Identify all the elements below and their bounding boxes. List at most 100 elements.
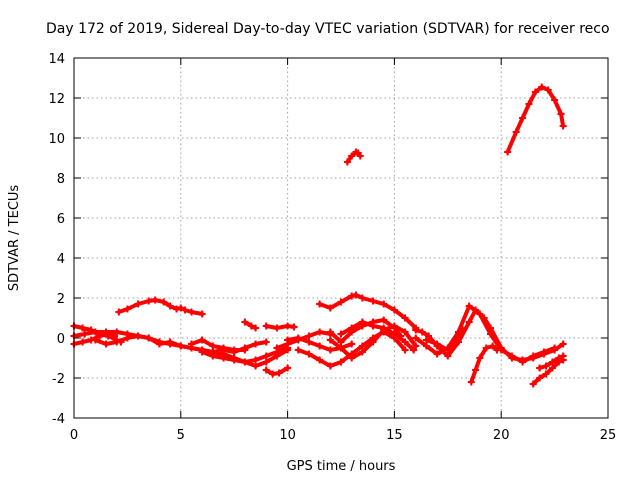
y-axis-label: SDTVAR / TECUs	[7, 185, 22, 292]
data-point	[531, 88, 539, 96]
data-point	[519, 358, 527, 366]
data-point	[160, 298, 168, 306]
data-point	[134, 332, 142, 340]
data-point	[262, 338, 270, 346]
data-point	[187, 308, 195, 316]
data-point	[380, 300, 388, 308]
data-point	[155, 340, 163, 348]
series-arc-8	[241, 318, 260, 332]
data-point	[220, 344, 228, 352]
data-point	[454, 334, 462, 342]
data-point	[262, 366, 270, 374]
data-point	[316, 356, 324, 364]
data-point	[79, 324, 87, 332]
y-tick-label: 14	[48, 52, 65, 67]
x-axis-label: GPS time / hours	[287, 459, 396, 474]
data-point	[465, 302, 473, 310]
data-point	[247, 322, 255, 330]
data-point	[425, 332, 433, 340]
data-point	[401, 314, 409, 322]
data-point	[337, 344, 345, 352]
data-point	[187, 340, 195, 348]
data-point	[369, 338, 377, 346]
data-point	[401, 328, 409, 336]
data-point	[326, 304, 334, 312]
data-point	[559, 340, 567, 348]
data-point	[326, 346, 334, 354]
y-tick-label: -4	[52, 412, 65, 427]
data-point	[284, 322, 292, 330]
data-point	[91, 328, 99, 336]
data-point	[551, 344, 559, 352]
data-point	[380, 324, 388, 332]
data-point	[79, 338, 87, 346]
data-point	[512, 128, 520, 136]
data-point	[316, 300, 324, 308]
series-arc-5	[115, 296, 206, 318]
data-point	[230, 356, 238, 364]
data-point	[81, 330, 89, 338]
data-point	[358, 348, 366, 356]
data-point	[559, 122, 567, 130]
data-point	[551, 96, 559, 104]
data-point	[358, 318, 366, 326]
x-tick-label: 10	[279, 428, 296, 443]
data-point	[316, 342, 324, 350]
series-arc-24	[529, 356, 567, 388]
data-point	[489, 342, 497, 350]
data-point	[198, 310, 206, 318]
data-point	[369, 297, 377, 305]
data-point	[504, 148, 512, 156]
data-point	[380, 316, 388, 324]
y-tick-label: 0	[57, 332, 65, 347]
data-point	[305, 350, 313, 358]
data-point	[262, 352, 270, 360]
data-point	[326, 362, 334, 370]
x-tick-label: 5	[177, 428, 185, 443]
data-point	[548, 358, 556, 366]
data-point	[145, 334, 153, 342]
data-point	[337, 298, 345, 306]
data-point	[555, 354, 563, 362]
data-point	[123, 334, 131, 342]
data-point	[209, 342, 217, 350]
data-point	[352, 291, 360, 299]
y-tick-label: 10	[48, 132, 65, 147]
data-point	[198, 336, 206, 344]
series-arc-18	[343, 148, 364, 166]
data-point	[151, 296, 159, 304]
data-point	[390, 306, 398, 314]
data-point	[262, 322, 270, 330]
data-point	[422, 342, 430, 350]
data-point	[269, 370, 277, 378]
x-tick-label: 0	[70, 428, 78, 443]
data-point	[113, 338, 121, 346]
data-point	[412, 334, 420, 342]
data-point	[198, 348, 206, 356]
data-point	[337, 338, 345, 346]
data-point	[252, 324, 260, 332]
data-point	[358, 342, 366, 350]
grid-lines	[74, 58, 608, 418]
data-point	[390, 322, 398, 330]
data-point	[559, 352, 567, 360]
y-tick-label: 4	[57, 252, 65, 267]
series-arc-10	[262, 322, 298, 332]
data-point	[177, 304, 185, 312]
data-point	[262, 358, 270, 366]
data-point	[305, 338, 313, 346]
data-point	[115, 308, 123, 316]
data-point	[348, 152, 356, 160]
data-point	[294, 346, 302, 354]
data-point	[209, 352, 217, 360]
data-point	[123, 305, 131, 313]
data-point	[145, 297, 153, 305]
series-arc-9	[262, 364, 292, 378]
data-point	[102, 340, 110, 348]
data-point	[181, 306, 189, 314]
data-point	[356, 152, 364, 160]
data-point	[284, 336, 292, 344]
data-point	[326, 336, 334, 344]
data-point	[525, 100, 533, 108]
